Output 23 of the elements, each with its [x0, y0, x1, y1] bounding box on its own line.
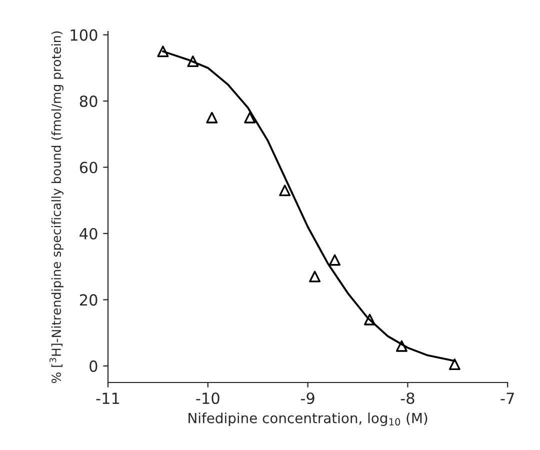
point: [279, 184, 291, 196]
point: [364, 314, 376, 326]
y-axis-title: % [$^{3}$H]-Nitrendipine specifically bound (fmol/mg protein): [50, 31, 64, 384]
point: [206, 112, 218, 124]
y-tick-label: 100: [70, 29, 98, 41]
point: [244, 112, 256, 124]
x-axis-title: Nifedipine concentration, log$_{10}$ (M): [188, 412, 428, 426]
point: [309, 270, 321, 282]
y-tick-label: 0: [90, 360, 98, 372]
point: [329, 254, 341, 266]
point: [396, 340, 408, 352]
y-tick-label: 60: [80, 162, 98, 174]
x-tick-label: -7: [500, 392, 514, 404]
point: [187, 56, 199, 68]
point: [157, 46, 169, 58]
y-tick-label: 80: [80, 96, 98, 108]
x-tick-label: -10: [196, 392, 220, 404]
x-tick-label: -9: [300, 392, 314, 404]
y-tick-label: 40: [80, 228, 98, 240]
x-tick-label: -11: [96, 392, 120, 404]
point: [448, 358, 460, 370]
x-tick-label: -8: [400, 392, 414, 404]
y-tick-label: 20: [80, 294, 98, 306]
